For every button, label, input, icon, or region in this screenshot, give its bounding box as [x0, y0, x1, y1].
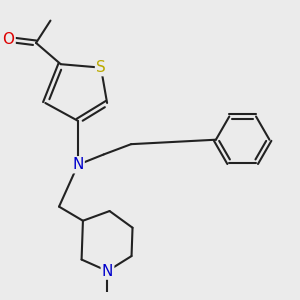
Text: N: N [72, 157, 84, 172]
Text: S: S [96, 60, 106, 75]
Text: N: N [102, 264, 113, 279]
Text: O: O [3, 32, 15, 47]
